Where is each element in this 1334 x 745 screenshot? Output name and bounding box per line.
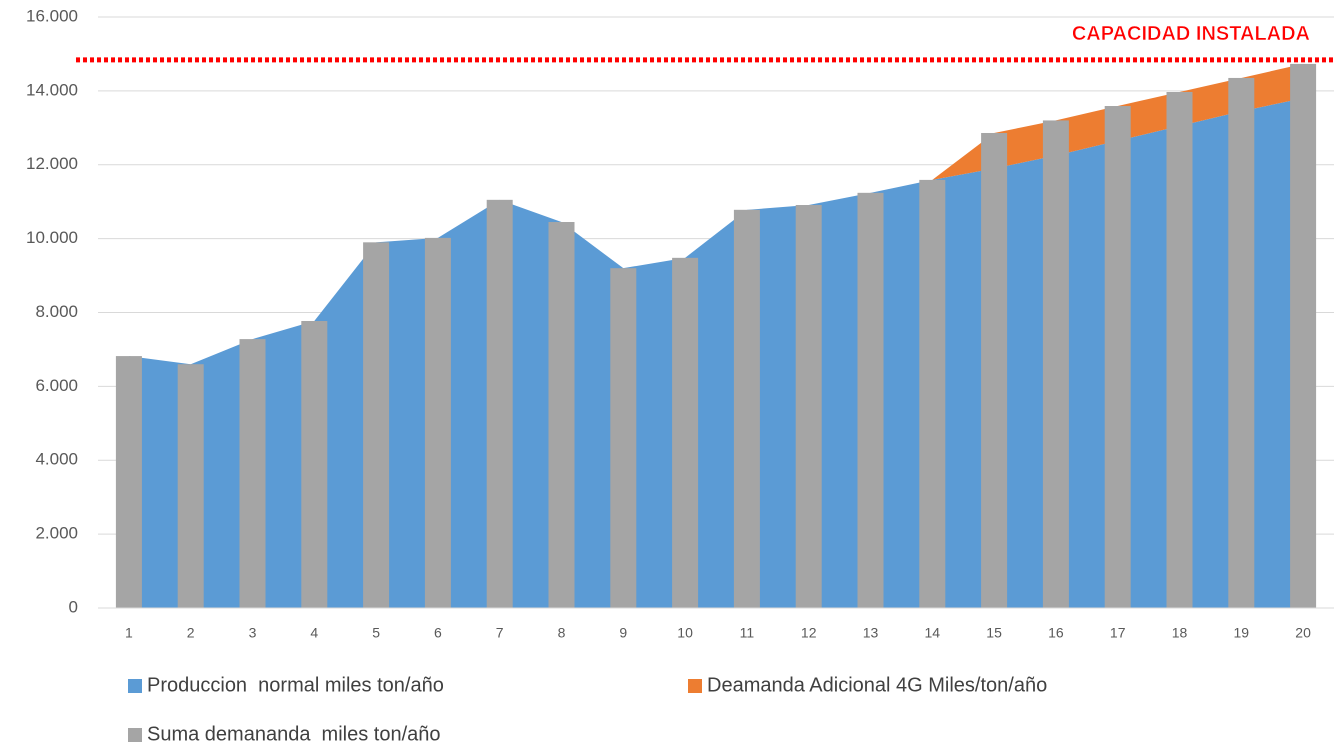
y-tick-label: 2.000 [35,524,78,543]
bar [548,222,575,609]
x-tick-label: 13 [863,625,879,641]
bar [1228,77,1255,608]
x-tick-label: 14 [925,625,941,641]
x-tick-label: 3 [249,625,257,641]
bar [795,205,822,608]
legend-swatch [688,679,702,693]
legend-label: Deamanda Adicional 4G Miles/ton/año [707,674,1047,696]
x-tick-label: 7 [496,625,504,641]
y-tick-label: 12.000 [26,154,78,173]
x-tick-label: 15 [986,625,1002,641]
x-tick-label: 6 [434,625,442,641]
bar [1290,63,1317,608]
bar [610,268,637,608]
y-tick-label: 10.000 [26,228,78,247]
x-tick-label: 2 [187,625,195,641]
x-tick-label: 5 [372,625,380,641]
legend-swatch [128,679,142,693]
bar [177,364,204,608]
legend-swatch [128,728,142,742]
y-tick-label: 4.000 [35,450,78,469]
capacity-label: CAPACIDAD INSTALADA [1072,23,1310,45]
bar [1166,91,1193,608]
x-tick-label: 11 [740,625,755,641]
legend-label: Suma demananda miles ton/año [147,723,441,745]
bar [733,209,760,608]
bar [857,192,884,608]
area [128,63,1304,365]
x-tick-label: 4 [310,625,318,641]
y-tick-label: 6.000 [35,376,78,395]
x-tick-label: 10 [677,625,693,641]
bar [363,242,390,608]
x-tick-label: 16 [1048,625,1064,641]
x-tick-label: 19 [1234,625,1250,641]
x-tick-label: 17 [1110,625,1126,641]
x-tick-label: 9 [619,625,627,641]
y-tick-label: 14.000 [26,80,78,99]
y-tick-label: 16.000 [26,6,78,25]
bar [1104,106,1131,608]
bar [919,179,946,608]
bar [301,320,328,608]
bar [1042,120,1069,609]
x-tick-label: 18 [1172,625,1188,641]
y-tick-label: 0 [69,597,78,616]
x-tick-label: 8 [558,625,566,641]
x-tick-label: 12 [801,625,817,641]
bar [239,339,266,608]
y-tick-label: 8.000 [35,302,78,321]
bar [672,257,699,608]
x-tick-label: 20 [1295,625,1311,641]
area [128,98,1304,608]
legend-label: Produccion normal miles ton/año [147,674,444,696]
bar [486,199,513,608]
bar [424,237,451,609]
x-tick-label: 1 [125,625,133,641]
bar [115,356,142,608]
bar [981,132,1008,608]
